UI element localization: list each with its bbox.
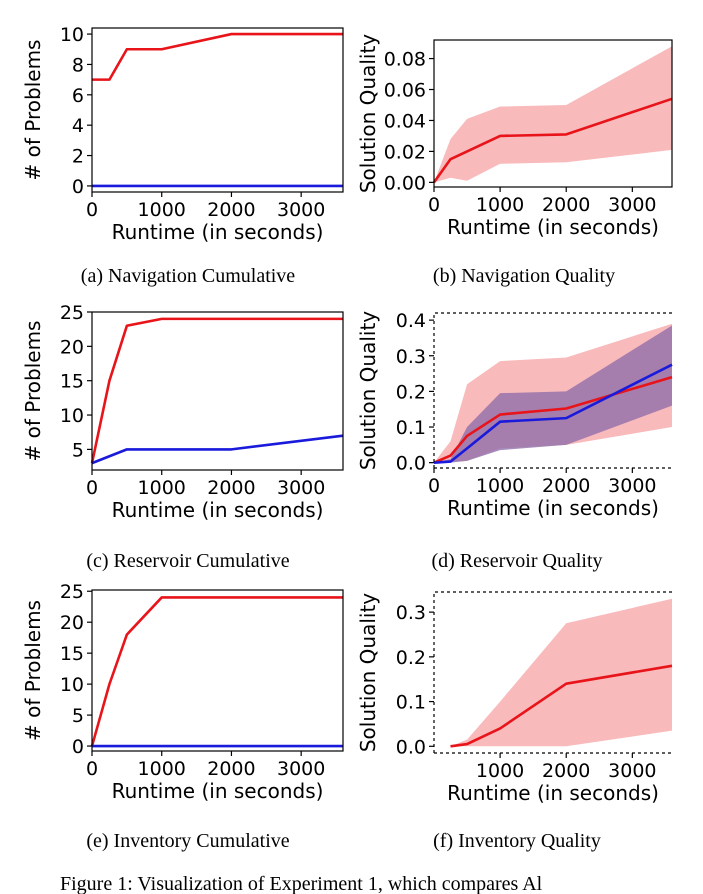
y-tick-label: 25 <box>60 581 84 603</box>
series-line-red <box>92 32 343 81</box>
y-tick-label: 15 <box>60 371 84 393</box>
y-tick-label: 5 <box>72 439 84 461</box>
y-tick-label: 20 <box>60 336 84 358</box>
x-tick-label: 0 <box>428 475 440 497</box>
x-tick-label: 0 <box>86 758 98 780</box>
y-tick-label: 2 <box>72 146 84 168</box>
series-line-red <box>450 664 673 748</box>
y-tick-label: 0.2 <box>396 647 426 669</box>
x-axis-label: Runtime (in seconds) <box>447 215 659 239</box>
y-tick-label: 0.04 <box>384 110 426 132</box>
x-tick-label: 1000 <box>476 475 524 497</box>
x-tick-label: 3000 <box>277 477 325 499</box>
plot-frame-top-left <box>433 591 672 753</box>
x-tick-label: 1000 <box>476 760 524 782</box>
y-tick-label: 0.3 <box>396 602 426 624</box>
x-tick-label: 2000 <box>542 760 590 782</box>
y-tick-label: 8 <box>72 54 84 76</box>
plot-frame <box>91 311 344 471</box>
plot-frame <box>433 39 673 188</box>
y-tick-label: 0.0 <box>396 453 426 475</box>
y-tick-label: 0.3 <box>396 346 426 368</box>
y-tick-label: 6 <box>72 85 84 107</box>
plot-frame <box>91 589 344 752</box>
y-tick-label: 4 <box>72 115 84 137</box>
x-axis-label: Runtime (in seconds) <box>112 220 324 244</box>
series-line-red <box>433 375 673 464</box>
chart-panel-a: 0 1000 2000 3000 0 2 4 6 8 10 Runtime (in seconds)… <box>21 24 344 287</box>
confidence-band-red <box>450 598 672 747</box>
series-line-blue <box>433 363 673 464</box>
y-tick-label: 0.0 <box>396 736 426 758</box>
y-tick-label: 25 <box>60 302 84 324</box>
subfigure-caption: (f) Inventory Quality <box>433 830 601 852</box>
series-line-red <box>90 317 343 464</box>
x-axis-label: Runtime (in seconds) <box>112 498 324 522</box>
x-axis-label: Runtime (in seconds) <box>447 781 659 805</box>
y-tick-label: 0.2 <box>396 381 426 403</box>
y-tick-label: 0.4 <box>396 310 426 332</box>
subfigure-caption: (b) Navigation Quality <box>433 265 615 287</box>
x-tick-label: 3000 <box>608 194 656 216</box>
y-tick-label: 0 <box>72 176 84 198</box>
y-tick-label: 10 <box>60 405 84 427</box>
x-tick-label: 2000 <box>542 475 590 497</box>
x-axis-label: Runtime (in seconds) <box>447 496 659 520</box>
y-axis-label: # of Problems <box>21 40 45 181</box>
x-tick-label: 2000 <box>542 194 590 216</box>
series-line-red <box>432 97 673 184</box>
chart-panel-c: 0 1000 2000 3000 5 10 15 20 25 Runtime (in second… <box>21 302 344 572</box>
x-tick-label: 3000 <box>277 199 325 221</box>
chart-panel-f: 1000 2000 3000 0.0 0.1 0.2 0.3 Runtime (in seco… <box>356 591 673 852</box>
y-tick-label: 0.00 <box>384 172 426 194</box>
y-axis-label: # of Problems <box>21 600 45 741</box>
subfigure-caption: (d) Reservoir Quality <box>431 550 602 572</box>
chart-panel-e: 0 1000 2000 3000 0 5 10 15 20 25 Runtime (in secon… <box>21 581 344 852</box>
x-tick-label: 1000 <box>138 758 186 780</box>
y-tick-label: 0.08 <box>384 49 426 71</box>
y-axis-label: Solution Quality <box>356 311 380 470</box>
y-tick-label: 5 <box>72 705 84 727</box>
y-tick-label: 0 <box>72 736 84 758</box>
x-tick-label: 1000 <box>476 194 524 216</box>
chart-panel-b: 0 1000 2000 3000 0.00 0.02 0.04 0.06 0.08 Runtime… <box>356 34 673 287</box>
x-tick-label: 2000 <box>207 477 255 499</box>
y-axis-label: Solution Quality <box>356 34 380 193</box>
x-tick-label: 2000 <box>207 199 255 221</box>
x-tick-label: 3000 <box>277 758 325 780</box>
y-tick-label: 0.1 <box>396 692 426 714</box>
subfigure-caption: (c) Reservoir Cumulative <box>86 550 289 572</box>
plot-frame-top-left <box>433 312 672 468</box>
x-tick-label: 2000 <box>207 758 255 780</box>
x-tick-label: 0 <box>428 194 440 216</box>
x-axis-label: Runtime (in seconds) <box>112 779 324 803</box>
y-tick-label: 0.02 <box>384 141 426 163</box>
y-axis-label: # of Problems <box>21 321 45 462</box>
y-tick-label: 10 <box>60 674 84 696</box>
series-line-red <box>90 596 343 747</box>
x-tick-label: 3000 <box>608 760 656 782</box>
y-tick-label: 10 <box>60 24 84 46</box>
y-axis-label: Solution Quality <box>356 593 380 752</box>
confidence-band-red <box>434 46 672 183</box>
plot-frame <box>91 27 344 193</box>
subfigure-caption: (e) Inventory Cumulative <box>86 830 289 852</box>
x-tick-label: 0 <box>86 199 98 221</box>
chart-panel-d: 0 1000 2000 3000 0.0 0.1 0.2 0.3 0.4 Runtime (in … <box>356 310 673 572</box>
x-tick-label: 3000 <box>608 475 656 497</box>
subfigure-caption: (a) Navigation Cumulative <box>81 265 296 287</box>
x-tick-label: 0 <box>86 477 98 499</box>
y-tick-label: 0.06 <box>384 80 426 102</box>
y-tick-label: 20 <box>60 612 84 634</box>
y-tick-label: 15 <box>60 643 84 665</box>
x-tick-label: 1000 <box>138 199 186 221</box>
series-line-blue <box>91 434 344 465</box>
y-tick-label: 0.1 <box>396 417 426 439</box>
figure-caption: Figure 1: Visualization of Experiment 1,… <box>60 873 543 894</box>
x-tick-label: 1000 <box>138 477 186 499</box>
